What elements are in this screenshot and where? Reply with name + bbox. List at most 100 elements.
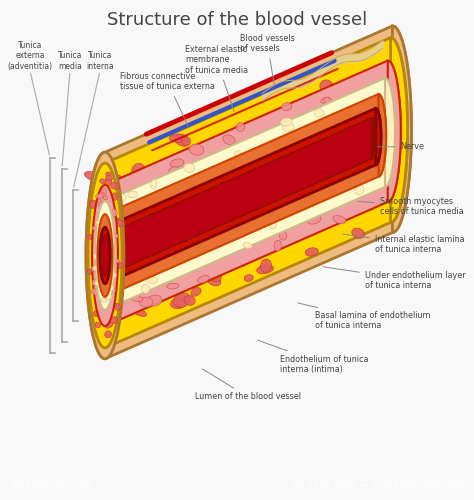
Text: Basal lamina of endothelium
of tunica interna: Basal lamina of endothelium of tunica in… (298, 303, 430, 330)
Ellipse shape (117, 219, 123, 227)
Ellipse shape (109, 272, 116, 278)
Text: Lumen of the blood vessel: Lumen of the blood vessel (195, 369, 301, 402)
Text: Internal elastic lamina
of tunica interna: Internal elastic lamina of tunica intern… (343, 234, 465, 254)
Polygon shape (372, 118, 376, 159)
Ellipse shape (281, 118, 292, 126)
Ellipse shape (223, 135, 235, 144)
Ellipse shape (110, 316, 118, 324)
Ellipse shape (100, 179, 105, 184)
Ellipse shape (114, 194, 126, 202)
Ellipse shape (106, 176, 112, 182)
Ellipse shape (101, 235, 109, 276)
Ellipse shape (96, 220, 102, 225)
Text: Fibrous connective
tissue of tunica externa: Fibrous connective tissue of tunica exte… (120, 72, 215, 128)
Ellipse shape (105, 322, 113, 328)
Ellipse shape (261, 259, 272, 272)
Ellipse shape (282, 122, 294, 131)
Ellipse shape (184, 296, 195, 306)
Ellipse shape (133, 308, 146, 316)
Ellipse shape (169, 134, 187, 142)
Ellipse shape (146, 276, 158, 283)
Text: Smooth myocytes
cells of tunica media: Smooth myocytes cells of tunica media (358, 197, 464, 216)
Polygon shape (95, 78, 395, 310)
Ellipse shape (116, 262, 123, 268)
Ellipse shape (170, 159, 184, 168)
Ellipse shape (115, 218, 120, 223)
Ellipse shape (274, 240, 282, 251)
Ellipse shape (147, 295, 162, 306)
Ellipse shape (98, 162, 112, 173)
Ellipse shape (270, 220, 276, 229)
Ellipse shape (88, 163, 122, 348)
Ellipse shape (237, 122, 245, 132)
Ellipse shape (98, 202, 103, 207)
Ellipse shape (88, 269, 94, 274)
Ellipse shape (324, 98, 332, 103)
Ellipse shape (151, 180, 157, 189)
Ellipse shape (174, 134, 190, 146)
Polygon shape (100, 108, 381, 284)
Ellipse shape (321, 97, 330, 103)
Ellipse shape (314, 108, 324, 117)
Text: Nerve: Nerve (378, 142, 424, 152)
Ellipse shape (105, 296, 109, 300)
Text: Blood vessels
of vessels: Blood vessels of vessels (240, 34, 295, 86)
Ellipse shape (95, 281, 100, 285)
Ellipse shape (279, 231, 287, 240)
Polygon shape (388, 60, 401, 202)
Ellipse shape (355, 185, 364, 194)
Polygon shape (376, 108, 381, 165)
Ellipse shape (96, 194, 104, 198)
Ellipse shape (100, 298, 108, 302)
Ellipse shape (93, 253, 99, 260)
Polygon shape (88, 38, 408, 348)
Ellipse shape (106, 172, 111, 176)
Ellipse shape (256, 265, 273, 274)
Ellipse shape (102, 188, 107, 194)
Ellipse shape (93, 266, 100, 270)
Ellipse shape (173, 293, 191, 308)
Ellipse shape (131, 296, 143, 302)
Ellipse shape (95, 322, 100, 328)
Text: External elastic
membrane
of tunica media: External elastic membrane of tunica medi… (185, 45, 248, 112)
Polygon shape (385, 78, 395, 187)
Ellipse shape (333, 216, 346, 224)
Ellipse shape (139, 297, 153, 307)
Text: Under endothelium layer
of tunica interna: Under endothelium layer of tunica intern… (323, 267, 465, 290)
Ellipse shape (184, 164, 195, 172)
Ellipse shape (97, 214, 113, 297)
Polygon shape (101, 118, 376, 276)
Ellipse shape (235, 150, 241, 157)
Ellipse shape (198, 276, 209, 283)
Ellipse shape (169, 166, 179, 172)
Text: dreamstime.com: dreamstime.com (9, 479, 92, 489)
Ellipse shape (92, 279, 98, 285)
Ellipse shape (91, 266, 98, 272)
Ellipse shape (101, 296, 108, 302)
Ellipse shape (191, 288, 201, 296)
Ellipse shape (109, 285, 114, 290)
Ellipse shape (320, 80, 334, 94)
Ellipse shape (93, 310, 99, 316)
Polygon shape (392, 26, 411, 233)
Ellipse shape (243, 242, 252, 248)
Ellipse shape (207, 275, 221, 286)
Ellipse shape (211, 272, 221, 282)
Ellipse shape (167, 284, 179, 289)
Ellipse shape (181, 136, 191, 145)
Ellipse shape (90, 200, 97, 208)
Ellipse shape (111, 209, 117, 216)
Ellipse shape (105, 331, 111, 338)
Ellipse shape (171, 297, 187, 308)
Ellipse shape (352, 228, 365, 238)
Polygon shape (86, 26, 411, 359)
Ellipse shape (95, 201, 115, 310)
Text: Endothelium of tunica
interna (intima): Endothelium of tunica interna (intima) (257, 340, 368, 374)
Text: Structure of the blood vessel: Structure of the blood vessel (107, 11, 367, 29)
Polygon shape (97, 94, 386, 297)
Polygon shape (391, 38, 408, 222)
Text: Tunica
externa
(adventitia): Tunica externa (adventitia) (8, 41, 53, 70)
Ellipse shape (132, 164, 145, 176)
Ellipse shape (100, 227, 110, 284)
Ellipse shape (110, 182, 119, 189)
